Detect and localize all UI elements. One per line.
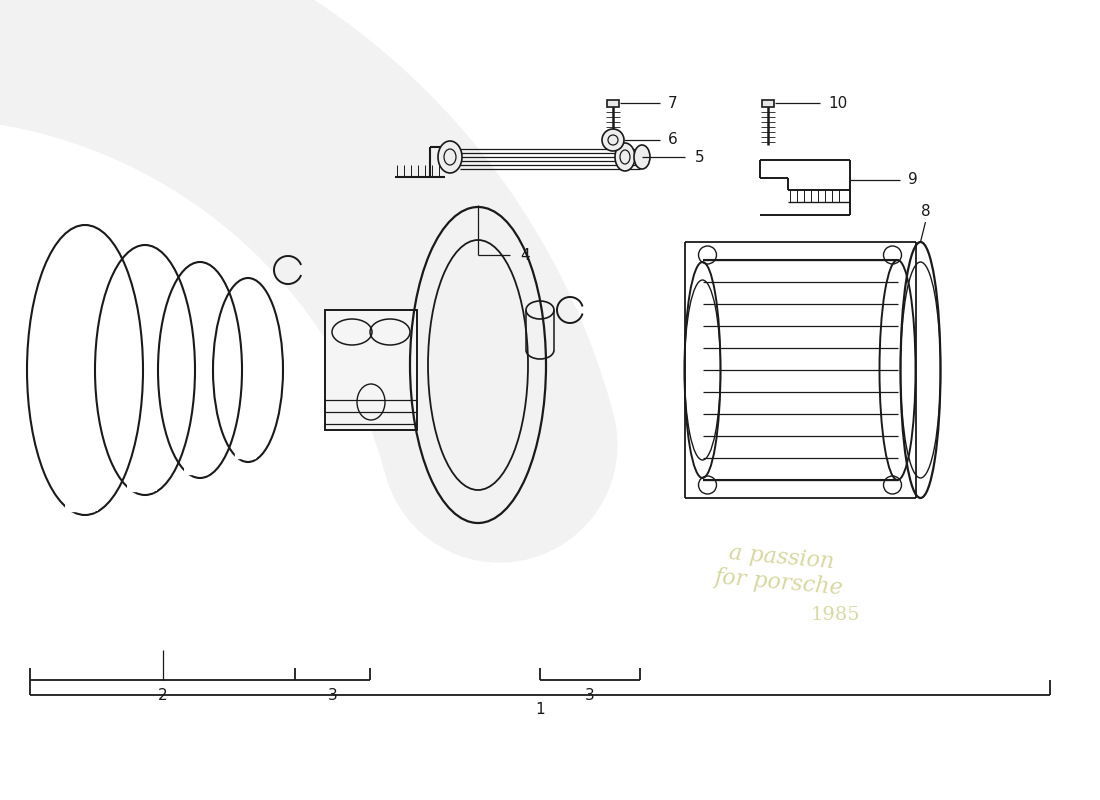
Bar xyxy=(324,310,417,430)
Text: 3: 3 xyxy=(328,687,338,702)
Ellipse shape xyxy=(615,143,635,171)
Bar xyxy=(762,100,774,107)
Text: 10: 10 xyxy=(828,95,847,110)
Text: 6: 6 xyxy=(668,133,678,147)
Text: 7: 7 xyxy=(668,95,678,110)
Text: 9: 9 xyxy=(908,173,917,187)
Text: 4: 4 xyxy=(520,247,529,262)
Text: 2: 2 xyxy=(158,687,168,702)
Text: 5: 5 xyxy=(695,150,705,165)
Ellipse shape xyxy=(634,145,650,169)
Text: 1: 1 xyxy=(536,702,544,718)
Text: 8: 8 xyxy=(921,205,931,219)
Text: a passion
for porsche: a passion for porsche xyxy=(714,541,846,599)
Text: 1985: 1985 xyxy=(811,606,860,624)
Bar xyxy=(607,100,619,107)
Ellipse shape xyxy=(438,141,462,173)
Ellipse shape xyxy=(602,129,624,151)
Text: 3: 3 xyxy=(585,687,595,702)
